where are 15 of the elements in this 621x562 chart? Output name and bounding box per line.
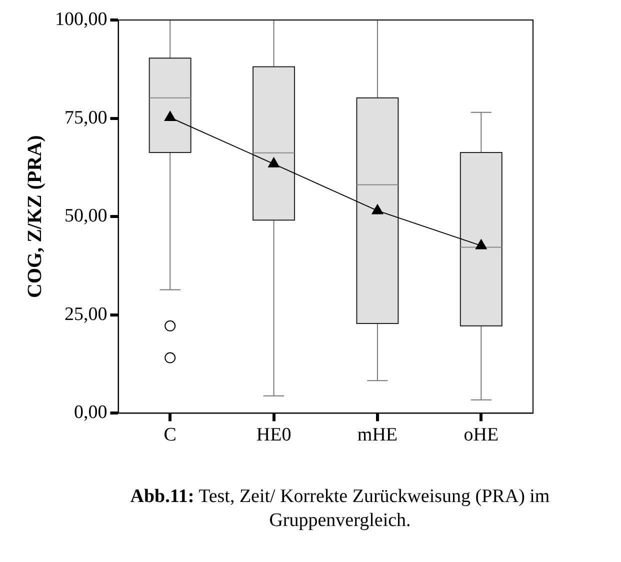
y-axis-title: COG, Z/KZ (PRA) [24, 135, 46, 298]
y-tick-label: 100,00 [55, 8, 108, 30]
x-tick-label: HE0 [256, 424, 292, 446]
y-tick-label: 75,00 [64, 107, 108, 128]
x-tick-label: C [164, 424, 176, 446]
caption: Abb.11: Test, Zeit/ Korrekte Zurückweisung (PRA) im Gruppenvergleich. [130, 485, 550, 533]
point [475, 239, 487, 250]
x-tick-label: mHE [357, 424, 398, 446]
y-tick-label: 0,00 [74, 402, 108, 424]
point [268, 157, 280, 168]
point [372, 204, 384, 214]
y-tick-label: 25,00 [64, 304, 108, 325]
point [164, 111, 176, 122]
x-tick-label: oHE [464, 424, 499, 446]
y-tick-label: 50,00 [64, 206, 108, 227]
